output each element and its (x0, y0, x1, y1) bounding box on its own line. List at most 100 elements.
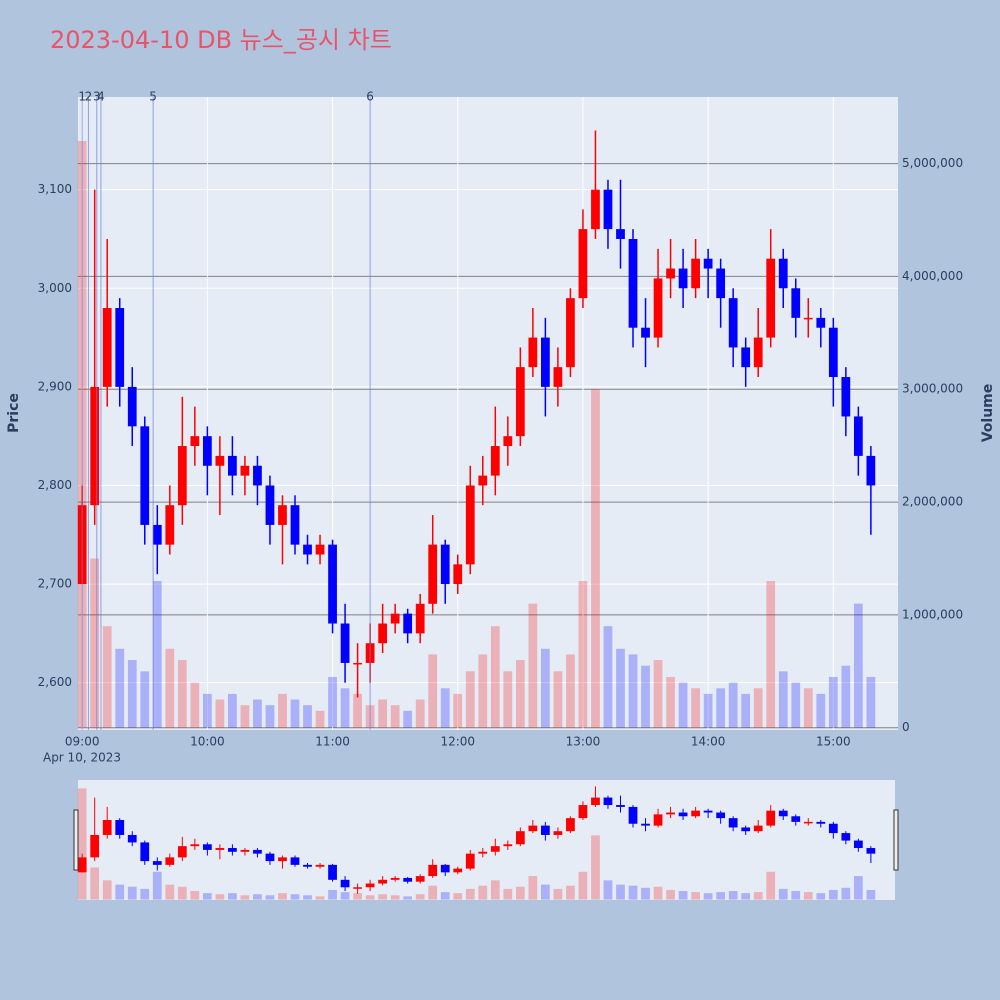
candle-body (753, 825, 763, 832)
candle-body (553, 831, 563, 835)
range-handle-left[interactable] (73, 809, 79, 871)
candle-body (365, 883, 375, 888)
candle-body (803, 821, 813, 824)
volume-bar (390, 895, 400, 900)
volume-bar (177, 886, 187, 900)
volume-bar (653, 886, 663, 900)
candle-body (115, 308, 125, 387)
volume-bar (253, 699, 262, 728)
volume-bar (102, 626, 112, 728)
volume-bar (716, 892, 726, 900)
candle-body (841, 833, 851, 841)
volume-bar (290, 699, 300, 728)
y2-axis-label: Volume (980, 384, 996, 443)
candle-body (478, 475, 488, 486)
volume-bar (566, 654, 575, 728)
candle-body (440, 864, 450, 873)
candle-body (616, 229, 625, 239)
volume-bar (540, 648, 550, 728)
volume-bar (215, 699, 225, 728)
y2-tick-label: 4,000,000 (902, 269, 963, 283)
volume-bar (653, 660, 663, 728)
candle-body (228, 455, 237, 476)
volume-bar (177, 660, 187, 728)
volume-bar (678, 682, 688, 728)
volume-bar (315, 896, 325, 900)
volume-bar (202, 893, 212, 900)
candle-body (728, 298, 738, 348)
volume-bar (753, 688, 763, 728)
candle-body (666, 268, 675, 279)
y2-tick-label: 5,000,000 (902, 156, 963, 170)
candle-body (841, 377, 851, 417)
volume-bar (641, 665, 650, 728)
candle-body (328, 544, 337, 624)
news-label: 4 (97, 90, 105, 104)
candle-body (515, 831, 525, 845)
candle-body (666, 812, 675, 815)
candle-body (265, 485, 275, 525)
candle-body (616, 805, 625, 807)
chart-title: 2023-04-10 DB 뉴스_공시 차트 (50, 26, 392, 54)
volume-bar (866, 676, 876, 728)
volume-bar (866, 889, 876, 900)
volume-bar (240, 895, 250, 900)
volume-bar (378, 894, 388, 900)
volume-bar (140, 671, 150, 728)
candle-body (177, 846, 187, 858)
range-slider[interactable] (78, 780, 895, 900)
volume-bar (778, 888, 788, 900)
candle-body (528, 825, 538, 832)
candle-body (515, 367, 525, 437)
candle-body (578, 229, 588, 299)
volume-bar (490, 626, 500, 728)
candle-body (403, 613, 413, 634)
volume-bar (791, 891, 801, 900)
volume-bar (365, 895, 375, 900)
volume-bar (641, 887, 650, 900)
candle-body (691, 810, 700, 817)
candle-body (378, 879, 388, 884)
volume-bar (340, 892, 350, 900)
candle-body (190, 844, 200, 847)
volume-bar (290, 894, 300, 900)
volume-bar (666, 676, 675, 728)
news-label: 5 (149, 90, 157, 104)
volume-bar (328, 889, 337, 900)
volume-bar (728, 682, 738, 728)
volume-bar (490, 880, 500, 900)
candle-body (503, 844, 513, 847)
candle-body (115, 820, 125, 835)
range-handle-right[interactable] (893, 809, 899, 871)
candle-body (340, 879, 350, 888)
x-tick-label: 09:00 (65, 735, 100, 749)
candle-body (766, 258, 776, 338)
volume-bar (540, 884, 550, 900)
volume-bar (378, 699, 388, 728)
candle-body (328, 864, 337, 880)
volume-bar (240, 705, 250, 728)
news-label: 1 (78, 90, 86, 104)
volume-bar (265, 705, 275, 728)
candle-body (240, 849, 250, 852)
news-label: 3 (93, 90, 101, 104)
candle-body (165, 857, 175, 865)
candle-body (127, 834, 137, 843)
volume-bar (253, 894, 262, 900)
candle-body (866, 455, 876, 486)
volume-bar (228, 893, 237, 900)
volume-bar (628, 654, 638, 728)
candle-body (540, 825, 550, 835)
volume-bar (803, 688, 813, 728)
candle-body (791, 288, 801, 318)
volume-bar (165, 648, 175, 728)
candle-body (653, 278, 663, 338)
volume-bar (616, 884, 625, 900)
y-tick-label: 2,600 (38, 675, 72, 689)
volume-bar (578, 581, 588, 728)
volume-bar (666, 889, 675, 900)
y-tick-label: 3,000 (38, 281, 72, 295)
candle-body (190, 436, 200, 447)
candle-body (628, 238, 638, 328)
candle-body (90, 834, 100, 858)
